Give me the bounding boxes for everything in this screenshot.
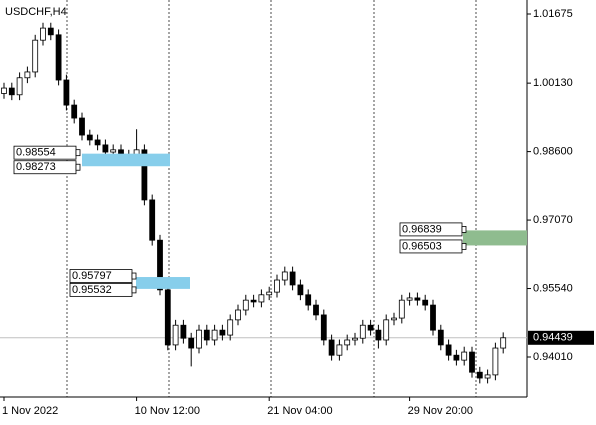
candle-body: [188, 337, 195, 349]
candle-body: [8, 87, 15, 96]
candle-body: [219, 329, 226, 336]
candle-body: [94, 139, 101, 146]
level-connector: [75, 163, 81, 171]
candle-body: [258, 294, 265, 303]
y-tick-label: 0.97070: [533, 214, 573, 226]
candle-body: [414, 297, 421, 301]
level-zone: [82, 153, 170, 167]
candle-body: [328, 339, 335, 356]
candle-body: [235, 309, 241, 321]
candle-body: [476, 371, 483, 379]
candle-body: [274, 279, 280, 293]
x-tick-label: 29 Nov 20:00: [408, 405, 473, 417]
candle-body: [352, 337, 358, 341]
candle-body: [141, 149, 148, 201]
candle-body: [313, 304, 319, 316]
candle-body: [461, 351, 468, 361]
candle-body: [391, 317, 397, 321]
level-zone: [463, 230, 527, 246]
candle-body: [196, 329, 202, 349]
chart-title: USDCHF,H4: [5, 6, 67, 18]
candle-body: [227, 319, 234, 336]
candle-body: [250, 299, 257, 303]
candle-body: [359, 324, 366, 339]
candle-body: [375, 329, 382, 341]
candle-body: [79, 117, 85, 136]
candle-body: [422, 299, 429, 306]
candle-body: [266, 291, 273, 296]
candle-body: [40, 27, 46, 41]
candle-body: [406, 297, 413, 301]
candle-body: [437, 329, 444, 346]
candle-body: [149, 199, 156, 241]
candle-body: [157, 239, 163, 291]
candle-body: [430, 304, 436, 331]
candle-body: [180, 324, 187, 339]
candle-body: [367, 324, 374, 331]
level-label: 0.96839: [402, 223, 442, 235]
candle-body: [281, 271, 288, 281]
level-label: 0.98554: [16, 147, 56, 159]
candle-body: [242, 299, 249, 311]
y-tick-label: 0.95540: [533, 282, 573, 294]
level-label: 0.98273: [16, 161, 56, 173]
candle-body: [16, 77, 23, 96]
last-price-label: 0.94439: [533, 332, 573, 344]
candle-body: [320, 314, 327, 341]
candle-body: [86, 134, 93, 141]
level-label: 0.95532: [72, 284, 112, 296]
level-zone: [136, 277, 190, 289]
candle-body: [445, 344, 452, 356]
level-connector: [131, 286, 137, 294]
level-connector: [461, 243, 467, 250]
candle-body: [110, 149, 117, 153]
level-label: 0.96503: [402, 240, 442, 252]
candle-body: [500, 337, 507, 349]
candle-body: [492, 347, 499, 376]
candle-body: [172, 324, 179, 346]
candle-body: [344, 339, 351, 346]
candle-body: [102, 144, 109, 153]
x-tick-label: 1 Nov 2022: [2, 405, 58, 417]
candle-body: [398, 299, 405, 319]
candle-body: [55, 34, 62, 81]
candle-body: [203, 329, 210, 341]
level-connector: [75, 149, 81, 157]
candle-body: [63, 79, 70, 106]
candle-body: [469, 351, 475, 373]
level-label: 0.95797: [72, 270, 112, 282]
level-connector: [131, 272, 137, 280]
candle-body: [71, 104, 78, 119]
y-tick-label: 1.01675: [533, 8, 573, 20]
candle-body: [453, 354, 460, 361]
candle-body: [164, 289, 171, 346]
level-connector: [461, 226, 467, 233]
candle-body: [336, 344, 343, 356]
candle-body: [211, 329, 218, 341]
candle-body: [484, 374, 491, 379]
candle-body: [32, 39, 39, 73]
x-tick-label: 10 Nov 12:00: [135, 405, 200, 417]
candle-body: [47, 27, 54, 36]
y-tick-label: 1.00130: [533, 77, 573, 89]
y-tick-label: 0.98600: [533, 146, 573, 158]
last-price-badge: [528, 330, 594, 345]
x-tick-label: 21 Nov 04:00: [267, 405, 332, 417]
candle-body: [289, 271, 296, 286]
candle-body: [1, 87, 7, 94]
candle-body: [24, 71, 31, 79]
candle-body: [383, 319, 390, 341]
candle-body: [305, 294, 312, 306]
candle-body: [297, 284, 304, 296]
y-tick-label: 0.94010: [533, 351, 573, 363]
